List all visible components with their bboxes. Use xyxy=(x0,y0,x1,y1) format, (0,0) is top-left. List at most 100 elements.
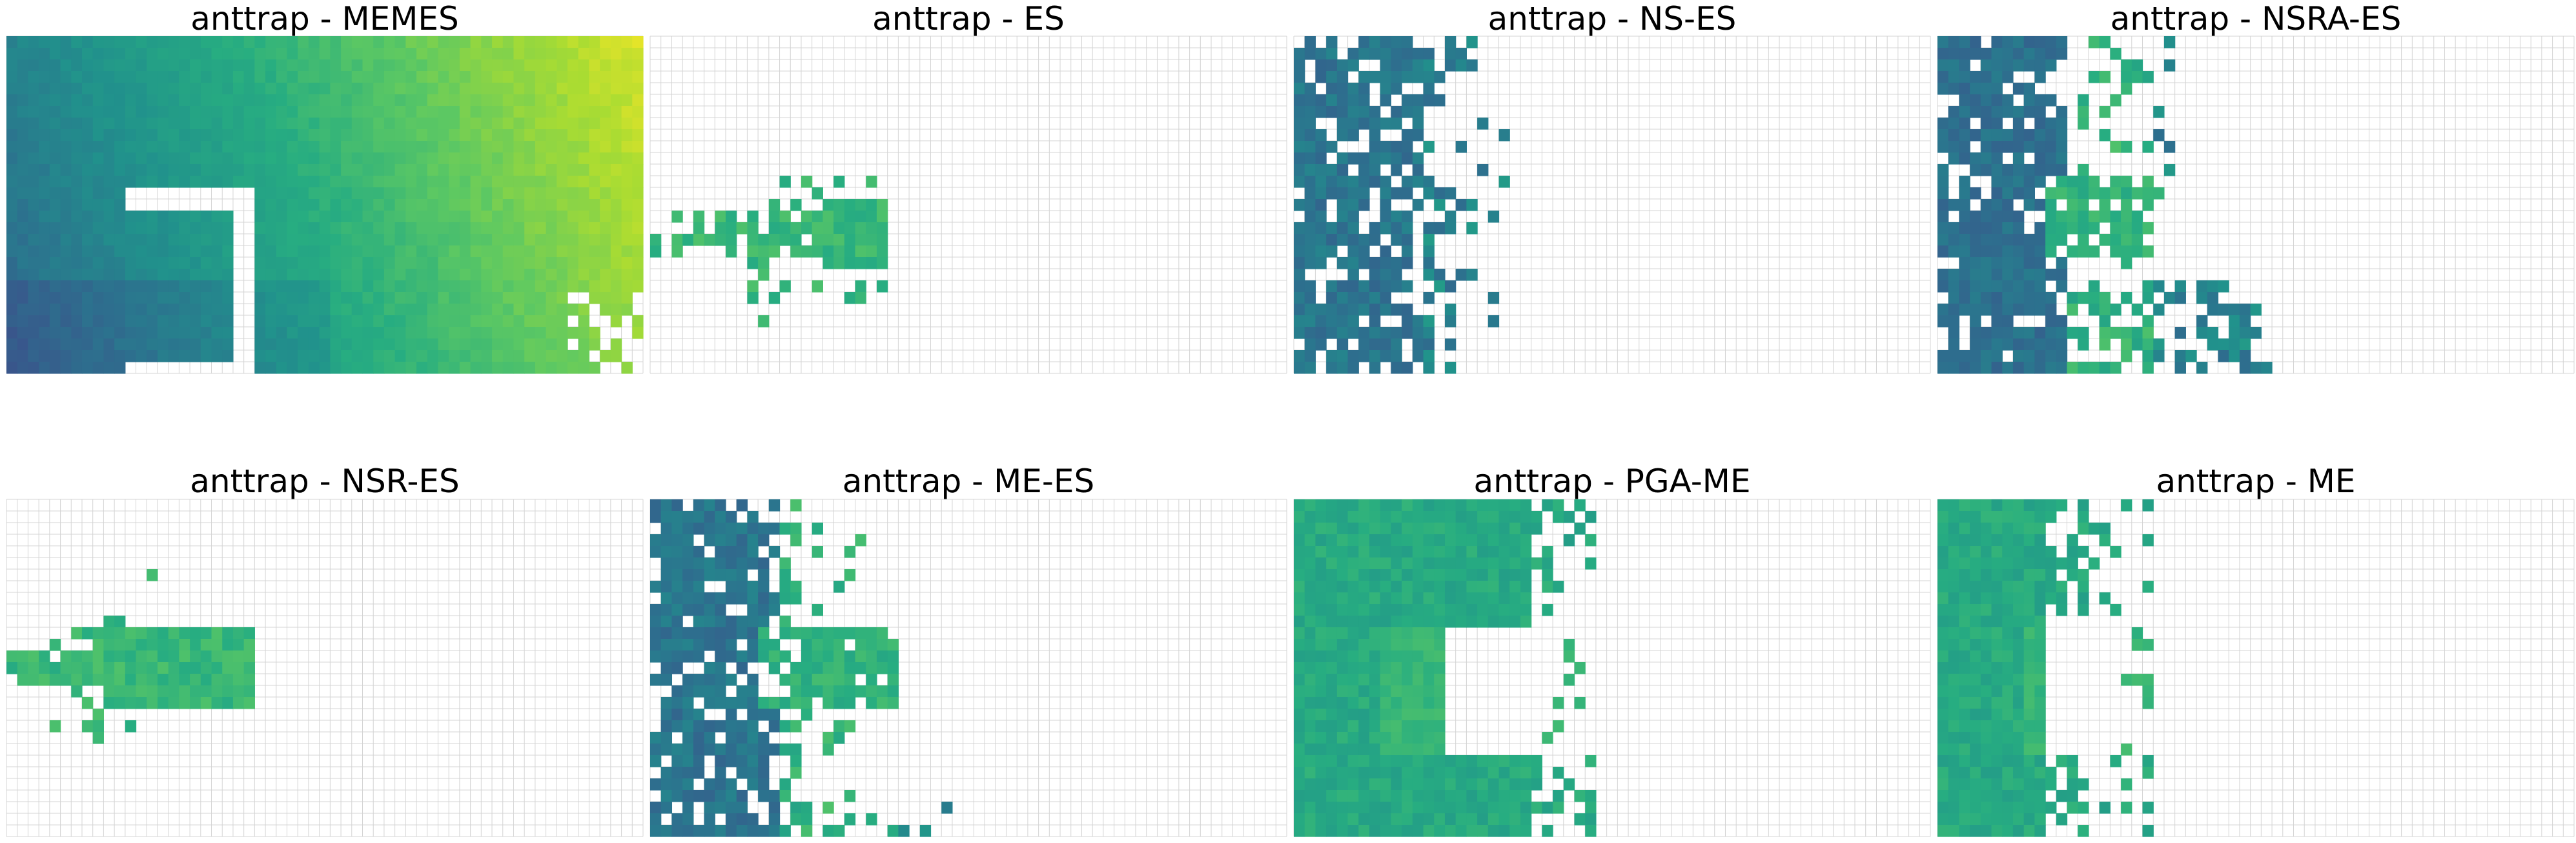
heatmap-cell xyxy=(125,269,137,281)
heatmap-cell xyxy=(2131,639,2143,651)
heatmap-cell xyxy=(1336,569,1349,581)
heatmap-cell xyxy=(1970,187,1981,200)
heatmap-cell xyxy=(1304,697,1316,709)
heatmap-cells xyxy=(650,499,953,837)
heatmap-cell xyxy=(2121,327,2132,339)
heatmap-cell xyxy=(1991,534,2003,546)
heatmap-cell xyxy=(1937,534,1949,546)
heatmap-cell xyxy=(768,604,781,616)
heatmap-cell xyxy=(394,176,406,188)
heatmap-cell xyxy=(1380,790,1391,802)
heatmap-cell xyxy=(2142,362,2154,374)
heatmap-cell xyxy=(341,362,353,374)
heatmap-cell xyxy=(660,627,673,640)
heatmap-cell xyxy=(1959,813,1970,826)
heatmap-cell xyxy=(704,662,715,674)
heatmap-cell xyxy=(844,546,856,558)
heatmap-cell xyxy=(1402,176,1413,188)
heatmap-cell xyxy=(71,627,83,640)
heatmap-cell xyxy=(1498,546,1510,558)
heatmap-cell xyxy=(481,83,493,95)
heatmap-cell xyxy=(136,141,147,153)
heatmap-cell xyxy=(2131,674,2143,686)
heatmap-cell xyxy=(660,720,673,733)
heatmap-cell xyxy=(704,511,715,523)
heatmap-cell xyxy=(876,211,888,223)
heatmap-cell xyxy=(1937,674,1949,686)
heatmap-cell xyxy=(704,569,715,581)
heatmap-cell xyxy=(1455,499,1467,512)
heatmap-cell xyxy=(876,697,888,709)
heatmap-cell xyxy=(298,222,309,234)
heatmap-cell xyxy=(632,48,644,60)
heatmap-cell xyxy=(747,234,759,246)
heatmap-cell xyxy=(1347,767,1359,779)
heatmap-cell xyxy=(610,106,622,118)
heatmap-cell xyxy=(1380,744,1391,756)
heatmap-cell xyxy=(1358,292,1370,304)
heatmap-cell xyxy=(1466,767,1478,779)
heatmap-cell xyxy=(693,674,705,686)
heatmap-cell xyxy=(287,176,298,188)
heatmap-cell xyxy=(1336,534,1349,546)
heatmap-cell xyxy=(39,674,50,686)
heatmap-cell xyxy=(114,176,126,188)
heatmap-cell xyxy=(125,639,137,651)
heatmap-cell xyxy=(6,176,18,188)
heatmap-cell xyxy=(758,627,770,640)
heatmap-cell xyxy=(524,327,536,339)
heatmap-cell xyxy=(1336,592,1349,605)
heatmap-cell xyxy=(578,211,590,223)
heatmap-cell xyxy=(1477,499,1489,512)
heatmap-cell xyxy=(1937,36,1949,48)
heatmap-cell xyxy=(2142,755,2154,767)
heatmap-cell xyxy=(1304,639,1316,651)
heatmap-cell xyxy=(168,48,179,60)
heatmap-cell xyxy=(330,257,342,269)
heatmap-cell xyxy=(2045,164,2057,176)
heatmap-cell xyxy=(1304,129,1316,141)
heatmap-cell xyxy=(1294,176,1305,188)
heatmap-cell xyxy=(416,280,428,293)
heatmap-cell xyxy=(438,199,449,211)
heatmap-cell xyxy=(2045,199,2057,211)
heatmap-cell xyxy=(2023,569,2035,581)
heatmap-cell xyxy=(383,315,396,328)
heatmap-cell xyxy=(2012,211,2025,223)
heatmap-cell xyxy=(621,280,633,293)
heatmap-cell xyxy=(2088,292,2100,304)
heatmap-cell xyxy=(2056,338,2068,351)
heatmap-cell xyxy=(1585,755,1597,767)
heatmap-cell xyxy=(168,71,179,83)
heatmap-cell xyxy=(71,199,83,211)
heatmap-cell xyxy=(1444,802,1457,814)
heatmap-cell xyxy=(1455,592,1467,605)
heatmap-cell xyxy=(768,662,781,674)
heatmap-cell xyxy=(2012,304,2025,316)
heatmap-cell xyxy=(2142,767,2154,779)
heatmap-cell xyxy=(524,304,536,316)
heatmap-cell xyxy=(71,48,83,60)
heatmap-cell xyxy=(17,327,29,339)
heatmap-cell xyxy=(2142,245,2154,258)
heatmap-cell xyxy=(438,315,449,328)
heatmap-cell xyxy=(319,269,331,281)
heatmap-cell xyxy=(92,83,104,95)
heatmap-cell xyxy=(1980,362,1992,374)
heatmap-cell xyxy=(758,755,770,767)
heatmap-cell xyxy=(1970,697,1981,709)
heatmap-cell xyxy=(211,141,223,153)
heatmap-cell xyxy=(704,557,715,570)
heatmap-cell xyxy=(190,164,201,176)
heatmap-cell xyxy=(1423,187,1435,200)
heatmap-cell xyxy=(2002,315,2014,328)
heatmap-cell xyxy=(2056,499,2068,512)
heatmap-cell xyxy=(1369,778,1381,791)
heatmap-cell xyxy=(610,199,622,211)
heatmap-cell xyxy=(1937,511,1949,523)
heatmap-cell xyxy=(1326,280,1338,293)
heatmap-cell xyxy=(243,650,255,663)
heatmap-cell xyxy=(1358,581,1370,593)
heatmap-cell xyxy=(610,94,622,107)
heatmap-cell xyxy=(157,350,169,362)
